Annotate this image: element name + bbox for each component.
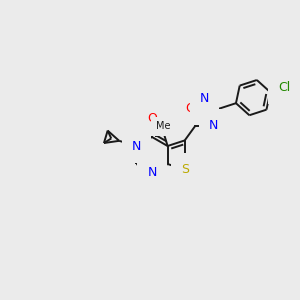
Text: O: O bbox=[147, 112, 157, 125]
Text: N: N bbox=[200, 92, 209, 105]
Text: N: N bbox=[147, 167, 157, 179]
Text: N: N bbox=[132, 140, 141, 152]
Text: Cl: Cl bbox=[278, 81, 290, 94]
Text: S: S bbox=[181, 163, 189, 176]
Text: O: O bbox=[185, 102, 195, 115]
Text: N: N bbox=[208, 119, 218, 132]
Text: Me: Me bbox=[156, 122, 170, 131]
